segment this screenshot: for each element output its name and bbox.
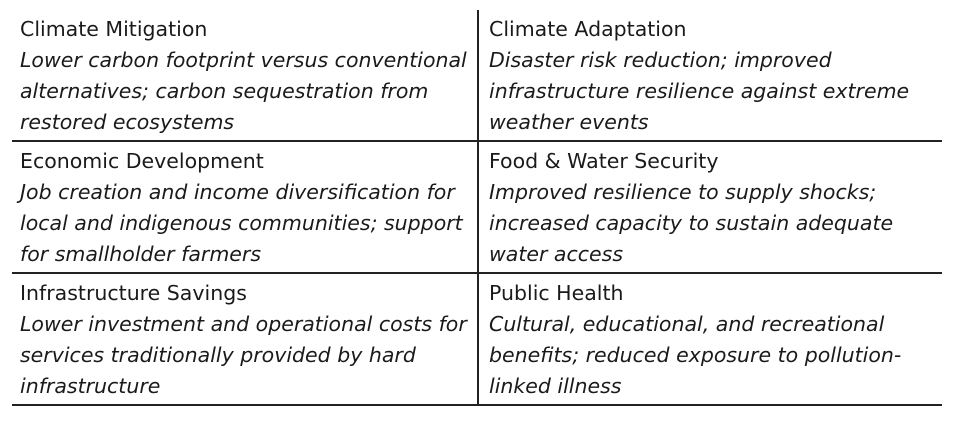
benefit-cell: Economic Development Job creation and in… (12, 142, 479, 272)
benefit-description: Cultural, educational, and recreational … (489, 312, 902, 398)
benefit-cell: Climate Mitigation Lower carbon footprin… (12, 10, 479, 140)
benefit-cell: Public Health Cultural, educational, and… (479, 274, 942, 404)
benefit-title: Food & Water Security (489, 149, 719, 173)
benefit-title: Infrastructure Savings (20, 281, 247, 305)
table-row: Economic Development Job creation and in… (12, 140, 942, 272)
benefit-description: Lower investment and operational costs f… (20, 312, 467, 398)
benefit-title: Public Health (489, 281, 624, 305)
benefits-table: Climate Mitigation Lower carbon footprin… (12, 10, 942, 406)
benefit-title: Climate Mitigation (20, 17, 208, 41)
benefit-title: Climate Adaptation (489, 17, 687, 41)
benefit-description: Job creation and income diversification … (20, 180, 463, 266)
benefit-description: Disaster risk reduction; improved infras… (489, 48, 910, 134)
table-row: Infrastructure Savings Lower investment … (12, 272, 942, 404)
benefit-description: Lower carbon footprint versus convention… (20, 48, 467, 134)
benefit-cell: Climate Adaptation Disaster risk reducti… (479, 10, 942, 140)
benefit-title: Economic Development (20, 149, 264, 173)
benefit-cell: Infrastructure Savings Lower investment … (12, 274, 479, 404)
benefit-description: Improved resilience to supply shocks; in… (489, 180, 894, 266)
benefit-cell: Food & Water Security Improved resilienc… (479, 142, 942, 272)
table-row: Climate Mitigation Lower carbon footprin… (12, 10, 942, 140)
